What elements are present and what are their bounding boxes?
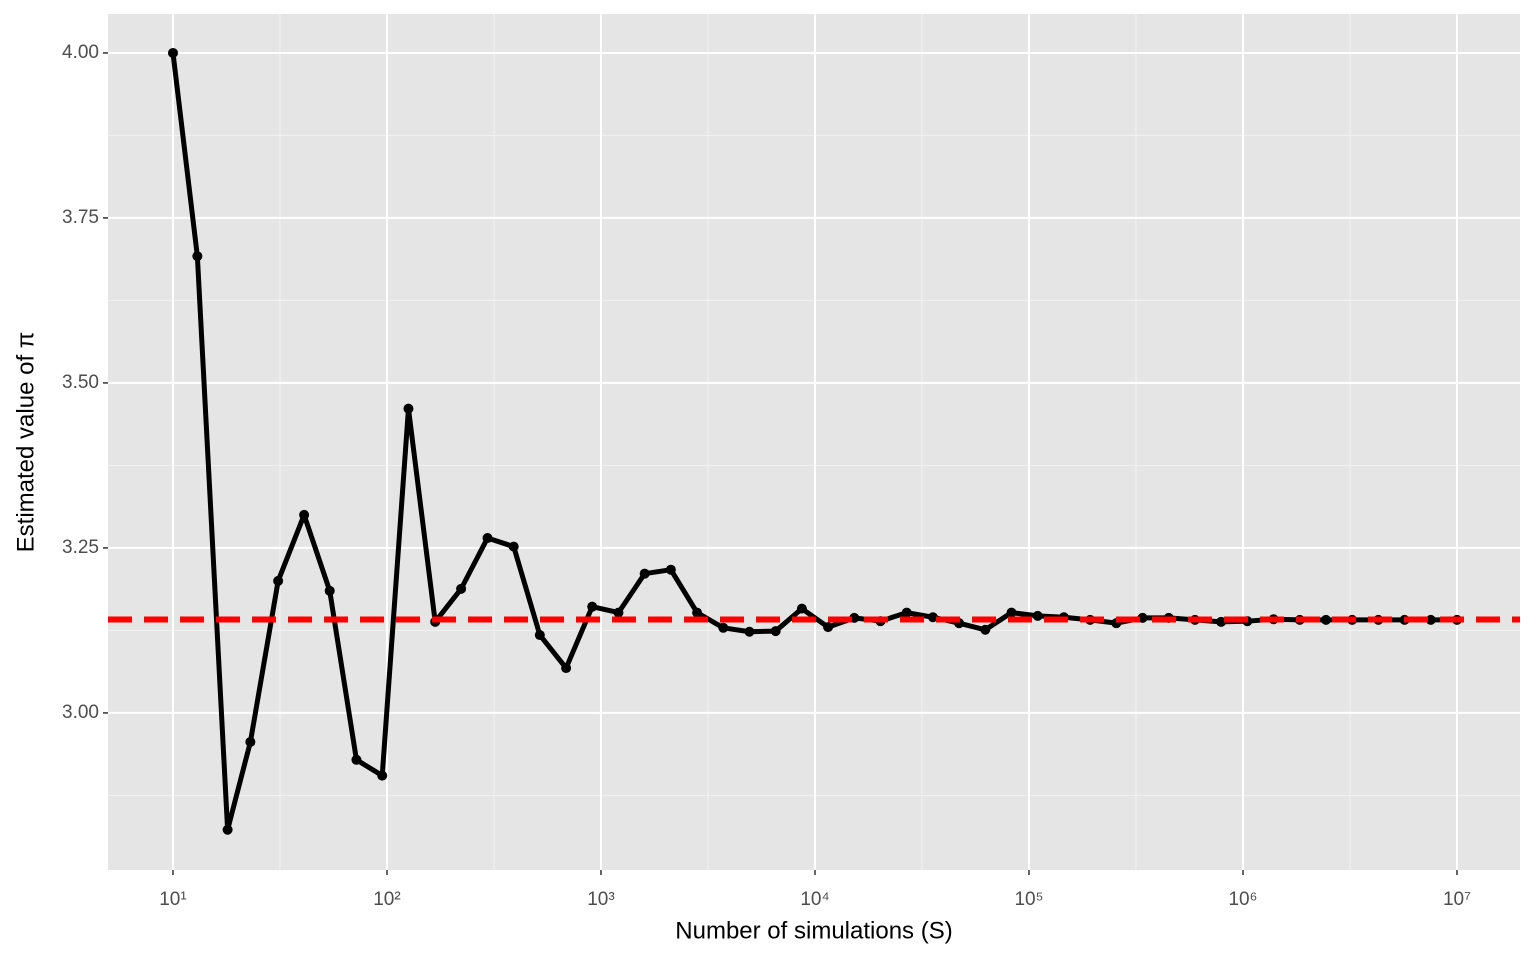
point — [167, 47, 178, 58]
x-tick-label: 10² — [373, 889, 400, 910]
x-tick-label: 10³ — [587, 889, 614, 910]
point — [587, 601, 598, 612]
x-axis-title: Number of simulations (S) — [675, 917, 952, 944]
point — [377, 770, 388, 781]
point — [1320, 614, 1331, 625]
point — [299, 509, 310, 520]
y-tick-label: 3.75 — [62, 207, 99, 228]
x-tick-label: 10⁵ — [1014, 889, 1043, 910]
point — [901, 607, 912, 618]
point — [403, 403, 414, 414]
point — [718, 622, 729, 633]
x-tick-label: 10⁶ — [1228, 889, 1257, 910]
point — [823, 622, 834, 633]
point — [1032, 610, 1043, 621]
point — [1216, 616, 1227, 627]
y-axis-title: Estimated value of π — [12, 332, 39, 553]
y-tick-label: 3.25 — [62, 537, 99, 558]
point — [324, 585, 335, 596]
point — [561, 663, 572, 674]
point — [456, 583, 467, 594]
x-tick-label: 10⁴ — [800, 889, 829, 910]
point — [222, 824, 233, 835]
point — [1006, 607, 1017, 618]
y-tick-label: 3.00 — [62, 702, 99, 723]
point — [1425, 614, 1436, 625]
point — [534, 630, 545, 641]
point — [770, 626, 781, 637]
point — [692, 607, 703, 618]
point — [245, 736, 256, 747]
point — [613, 607, 624, 618]
point — [351, 754, 362, 765]
point — [927, 612, 938, 623]
point — [796, 603, 807, 614]
y-tick-label: 4.00 — [62, 42, 99, 63]
point — [665, 564, 676, 575]
point — [273, 575, 284, 586]
point — [192, 251, 203, 262]
point — [508, 541, 519, 552]
y-tick-label: 3.50 — [62, 372, 99, 393]
point — [1137, 612, 1148, 623]
point — [744, 626, 755, 637]
point — [482, 533, 493, 544]
point — [639, 568, 650, 579]
point — [980, 624, 991, 635]
x-tick-label: 10⁷ — [1443, 889, 1471, 910]
x-tick-label: 10¹ — [159, 889, 186, 910]
